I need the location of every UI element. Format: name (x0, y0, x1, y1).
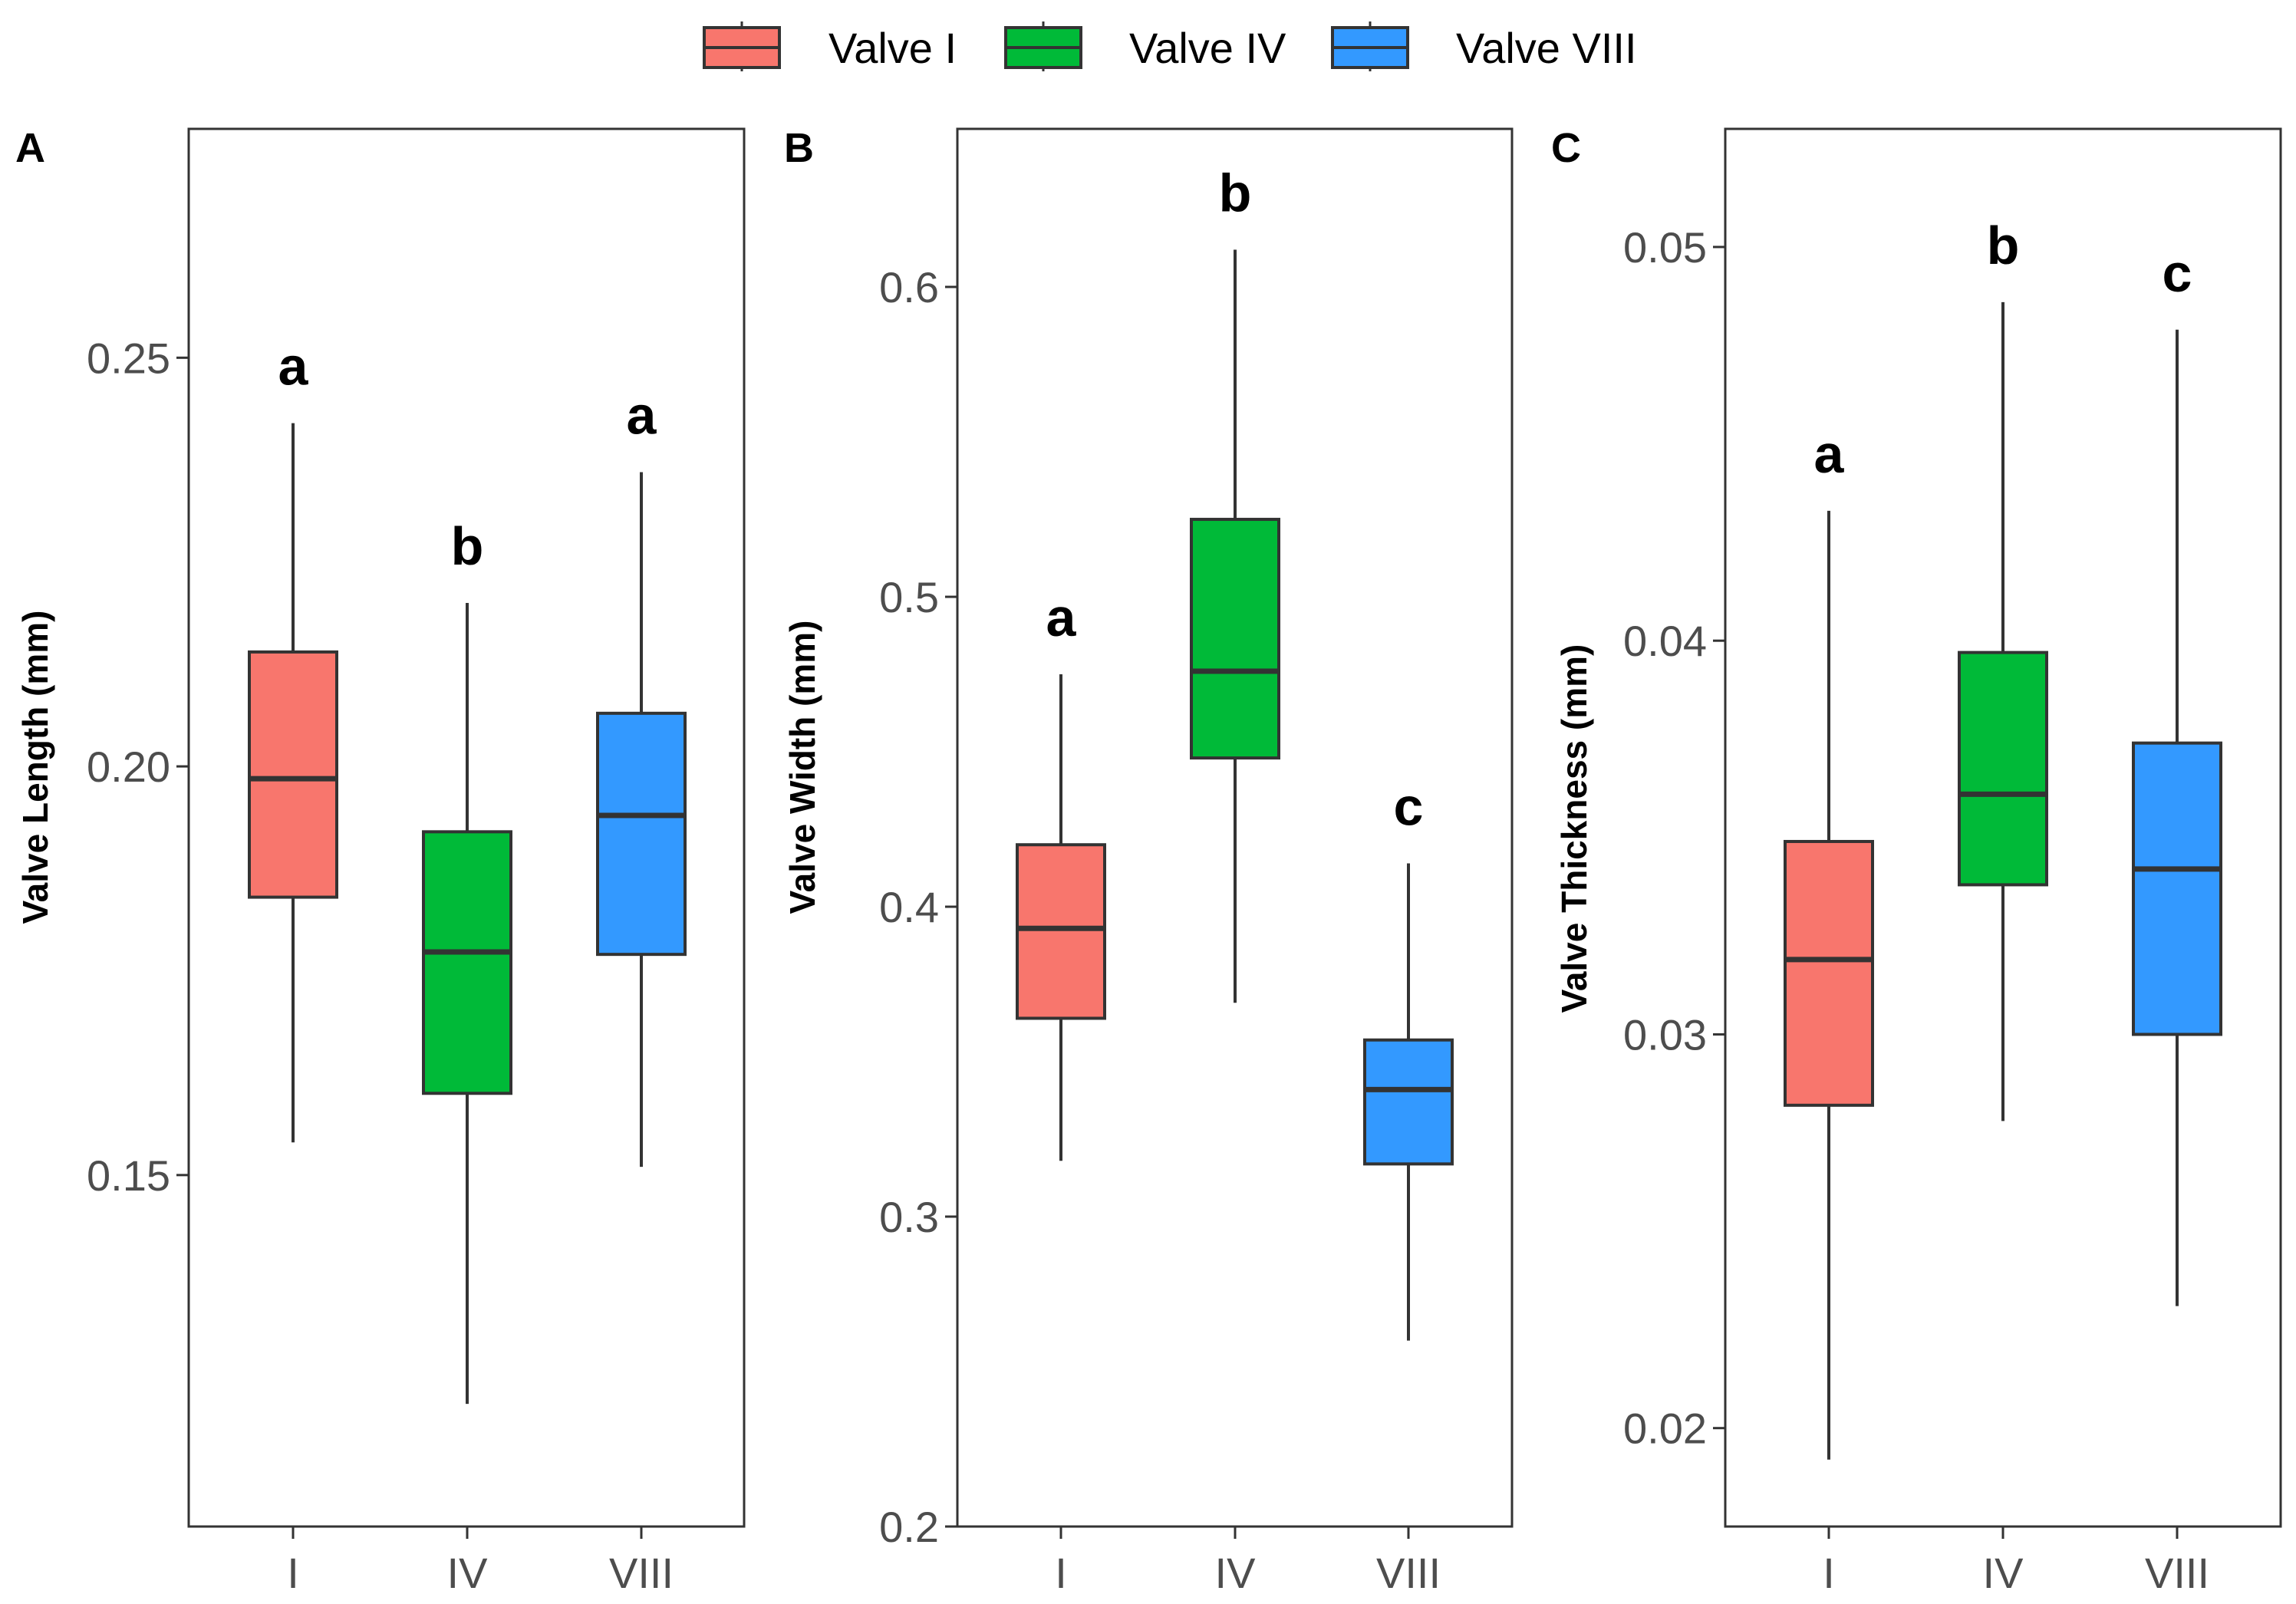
x-tick-label: I (1055, 1549, 1067, 1597)
box-viii (1363, 1038, 1454, 1166)
legend: Valve I Valve IV Valve VIII (703, 21, 1637, 72)
legend-item-valve-i: Valve I (703, 21, 957, 72)
panel-letter: B (784, 125, 814, 171)
significance-letter: b (451, 516, 484, 576)
y-tick-label: 0.04 (1623, 617, 1707, 665)
y-tick-label: 0.02 (1623, 1405, 1707, 1453)
legend-label: Valve I (828, 24, 957, 72)
x-axis-ticks: I IV VIII (1055, 1527, 1441, 1597)
x-tick-label: I (287, 1549, 299, 1597)
box-iv (422, 830, 512, 1095)
significance-letter: c (1394, 776, 1424, 836)
panel-b: B Valve Width (mm) 0.2 0.3 0.4 0.5 0.6 I IV VI… (782, 125, 1514, 1597)
y-tick-label: 0.03 (1623, 1010, 1707, 1059)
significance-letter: c (2163, 243, 2192, 303)
y-axis-title: Valve Thickness (mm) (1554, 644, 1594, 1013)
y-tick-label: 0.05 (1623, 223, 1707, 272)
y-tick-label: 0.5 (879, 573, 939, 621)
x-tick-label: VIII (1376, 1549, 1441, 1597)
panel-c: C Valve Thickness (mm) 0.020.030.040.05 … (1551, 125, 2282, 1597)
y-axis-ticks: 0.2 0.3 0.4 0.5 0.6 (879, 263, 957, 1551)
panel-letter: C (1551, 125, 1581, 171)
box-group: a b c (1016, 163, 1454, 1341)
significance-letter: b (1987, 216, 2020, 275)
y-axis-title: Valve Width (mm) (782, 621, 822, 914)
panel-a: A Valve Length (mm) 0.15 0.20 0.25 I IV VIII… (15, 125, 746, 1597)
panel-letter: A (15, 125, 45, 171)
significance-letter: a (278, 337, 309, 397)
y-tick-label: 0.15 (87, 1151, 170, 1200)
x-tick-label: VIII (609, 1549, 674, 1597)
legend-label: Valve VIII (1456, 24, 1637, 72)
legend-label: Valve IV (1129, 24, 1286, 72)
y-tick-label: 0.6 (879, 263, 939, 311)
y-tick-label: 0.20 (87, 743, 170, 791)
box-group: a b c (1784, 216, 2222, 1460)
box-iv (1190, 518, 1280, 760)
significance-letter: a (627, 386, 657, 446)
box-viii (596, 711, 687, 957)
y-tick-label: 0.3 (879, 1193, 939, 1241)
box-i (1016, 843, 1106, 1020)
box-i (248, 650, 338, 899)
y-tick-label: 0.4 (879, 883, 939, 931)
significance-letter: a (1814, 424, 1845, 484)
box-group: a b a (248, 337, 687, 1405)
box-iv (1958, 650, 2048, 887)
legend-item-valve-iv: Valve IV (1004, 21, 1286, 72)
x-axis-ticks: I IV VIII (1823, 1527, 2209, 1597)
significance-letter: b (1219, 163, 1252, 223)
x-tick-label: IV (1983, 1549, 2024, 1597)
x-axis-ticks: I IV VIII (287, 1527, 674, 1597)
y-tick-label: 0.25 (87, 334, 170, 382)
y-tick-label: 0.2 (879, 1503, 939, 1551)
y-axis-ticks: 0.15 0.20 0.25 (87, 334, 189, 1200)
box-viii (2132, 741, 2222, 1036)
x-tick-label: VIII (2145, 1549, 2209, 1597)
y-axis-title: Valve Length (mm) (15, 611, 55, 924)
legend-item-valve-viii: Valve VIII (1331, 21, 1637, 72)
box-i (1784, 839, 1874, 1107)
x-tick-label: I (1823, 1549, 1835, 1597)
y-axis-ticks: 0.02 0.03 0.04 0.05 (1623, 223, 1725, 1453)
x-tick-label: IV (447, 1549, 489, 1597)
significance-letter: a (1046, 588, 1077, 647)
x-tick-label: IV (1215, 1549, 1257, 1597)
